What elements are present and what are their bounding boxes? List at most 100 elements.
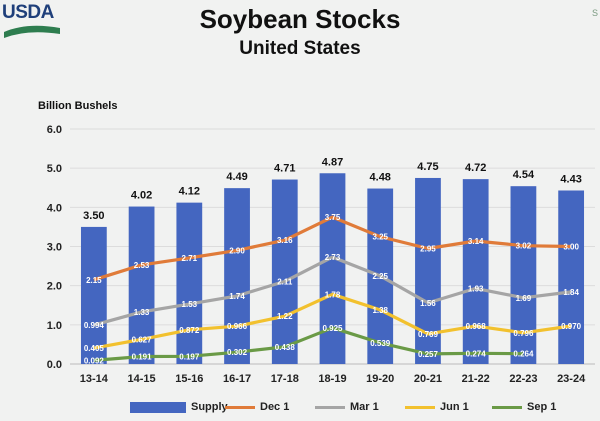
supply-data-label: 4.71 (274, 163, 295, 175)
line-data-label: 2.90 (229, 246, 245, 255)
line-data-label: 0.769 (418, 330, 439, 339)
x-tick-label: 22-23 (509, 373, 537, 385)
supply-data-label: 4.72 (465, 162, 486, 174)
supply-bar (462, 179, 489, 364)
y-tick-label: 6.0 (47, 124, 62, 136)
legend-item-mar-1: Mar 1 (315, 401, 379, 413)
line-data-label: 1.38 (372, 306, 388, 315)
line-mar-1 (93, 255, 572, 327)
supply-data-label: 4.48 (370, 172, 391, 184)
chart-legend: Supply Dec 1 Mar 1 Jun 1 Sep 1 (0, 401, 600, 419)
line-data-label: 0.966 (227, 322, 248, 331)
line-data-label: 0.796 (513, 329, 534, 338)
legend-label: Supply (191, 401, 228, 413)
supply-bar (319, 173, 346, 364)
chart-subtitle: United States (239, 38, 361, 59)
legend-item-jun-1: Jun 1 (405, 401, 469, 413)
line-data-label: 0.197 (179, 352, 200, 361)
supply-data-label: 4.87 (322, 156, 343, 168)
x-tick-label: 16-17 (223, 373, 251, 385)
line-data-label: 2.25 (372, 272, 388, 281)
line-data-label: 0.257 (418, 350, 439, 359)
line-data-label: 2.11 (277, 277, 293, 286)
line-data-label: 0.092 (84, 356, 105, 365)
y-tick-label: 5.0 (47, 163, 62, 175)
legend-swatch (130, 401, 186, 413)
line-data-label: 0.970 (561, 322, 582, 331)
y-axis-label: Billion Bushels (38, 100, 118, 112)
line-data-label: 0.872 (179, 326, 200, 335)
legend-item-dec-1: Dec 1 (225, 401, 289, 413)
x-tick-label: 23-24 (557, 373, 586, 385)
legend-swatch (315, 405, 345, 409)
x-tick-label: 18-19 (318, 373, 346, 385)
line-data-label: 0.627 (132, 335, 153, 344)
soybean-stocks-chart: 0.0 1.0 2.0 3.0 4.0 5.0 6.0 3.50 4.02 4.12 4.49 4.7… (47, 124, 595, 385)
x-tick-label: 17-18 (271, 373, 299, 385)
supply-data-label: 4.43 (560, 173, 581, 185)
line-data-label: 2.71 (182, 254, 198, 263)
y-tick-label: 3.0 (47, 242, 62, 254)
x-tick-label: 15-16 (175, 373, 203, 385)
line-data-label: 0.925 (322, 324, 343, 333)
line-data-label: 1.93 (468, 284, 484, 293)
line-data-label: 0.405 (84, 344, 105, 353)
line-data-label: 3.00 (563, 243, 579, 252)
logo-text: USDA (2, 2, 54, 23)
legend-label: Dec 1 (260, 401, 290, 413)
supply-bar (80, 226, 107, 364)
y-tick-label: 1.0 (47, 320, 62, 332)
supply-bar (176, 202, 203, 364)
line-data-label: 1.53 (182, 300, 198, 309)
y-tick-label: 0.0 (47, 359, 62, 371)
supply-data-label: 4.49 (226, 171, 247, 183)
line-sep-1 (93, 326, 524, 362)
legend-label: Sep 1 (527, 401, 557, 413)
line-data-label: 2.53 (134, 261, 150, 270)
line-data-label: 1.22 (277, 312, 293, 321)
line-jun-1 (93, 292, 572, 350)
x-tick-label: 14-15 (128, 373, 156, 385)
line-data-label: 0.438 (275, 343, 296, 352)
line-data-label: 0.994 (84, 321, 105, 330)
line-dec-1 (93, 215, 572, 282)
line-data-label: 0.539 (370, 339, 391, 348)
line-data-label: 0.191 (132, 353, 153, 362)
supply-data-label: 3.50 (83, 210, 104, 222)
supply-bar (271, 179, 298, 364)
line-data-label: 1.84 (563, 288, 579, 297)
x-tick-label: 19-20 (366, 373, 394, 385)
line-data-label: 3.16 (277, 236, 293, 245)
line-data-label: 3.75 (325, 213, 341, 222)
legend-swatch (492, 405, 522, 409)
y-tick-label: 4.0 (47, 202, 62, 214)
legend-label: Jun 1 (440, 401, 469, 413)
y-tick-label: 2.0 (47, 281, 62, 293)
legend-item-supply: Supply (130, 401, 228, 413)
line-data-label: 0.274 (466, 349, 487, 358)
legend-item-sep-1: Sep 1 (492, 401, 556, 413)
legend-swatch (405, 405, 435, 409)
line-data-label: 2.95 (420, 244, 436, 253)
supply-data-label: 4.12 (179, 186, 200, 198)
legend-label: Mar 1 (350, 401, 379, 413)
x-tick-label: 13-14 (80, 373, 109, 385)
supply-bar (558, 190, 585, 364)
line-data-label: 0.968 (466, 322, 487, 331)
supply-data-label: 4.02 (131, 190, 152, 202)
line-data-label: 3.25 (372, 233, 388, 242)
supply-bar (224, 188, 250, 364)
line-data-label: 3.14 (468, 237, 484, 246)
line-data-label: 2.73 (325, 253, 341, 262)
legend-swatch (225, 405, 255, 409)
line-data-label: 2.15 (86, 276, 102, 285)
line-data-label: 0.264 (513, 350, 534, 359)
line-data-label: 1.74 (229, 292, 245, 301)
line-data-label: 1.56 (420, 299, 436, 308)
x-tick-label: 21-22 (462, 373, 490, 385)
line-data-label: 3.02 (516, 242, 532, 251)
line-data-label: 1.33 (134, 308, 150, 317)
x-tick-label: 20-21 (414, 373, 442, 385)
chart-title: Soybean Stocks (199, 4, 401, 34)
line-data-label: 0.302 (227, 348, 248, 357)
